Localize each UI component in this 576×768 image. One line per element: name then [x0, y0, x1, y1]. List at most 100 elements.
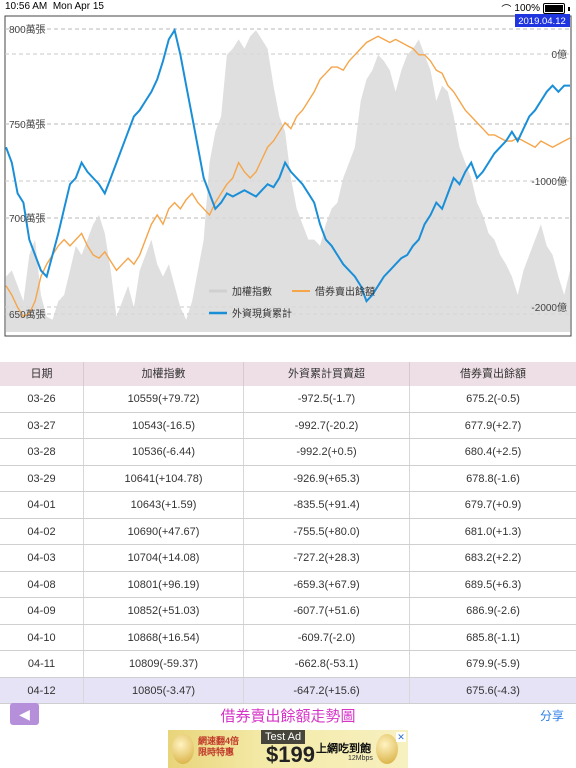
table-cell: -972.5(-1.7)	[244, 386, 410, 412]
table-cell: -647.2(+15.6)	[244, 677, 410, 703]
table-cell: -992.2(+0.5)	[244, 439, 410, 465]
table-cell: 04-03	[0, 545, 84, 571]
table-cell: -835.5(+91.4)	[244, 492, 410, 518]
table-cell: 04-08	[0, 571, 84, 597]
table-cell: -727.2(+28.3)	[244, 545, 410, 571]
table-cell: 10559(+79.72)	[84, 386, 244, 412]
header-date: 日期	[0, 362, 84, 386]
table-cell: 675.2(-0.5)	[466, 393, 520, 405]
left-tick-750: 750萬張	[9, 118, 46, 131]
legend-short-label: 借券賣出餘額	[315, 285, 375, 298]
ad-egg-image-right	[376, 734, 398, 764]
ad-price: $199	[266, 742, 315, 767]
ad-egg-image	[172, 734, 194, 764]
left-tick-800: 800萬張	[9, 23, 46, 36]
ad-banner[interactable]: 網速翻4倍 限時特惠 Test Ad $199 上網吃到飽 12Mbps ✕	[168, 730, 408, 768]
table-row[interactable]: 04-01 10643(+1.59) -835.5(+91.4) 679.7(+0.9…	[0, 492, 576, 519]
table-cell: 685.8(-1.1)	[466, 631, 520, 644]
table-cell: -662.8(-53.1)	[244, 651, 410, 677]
table-cell: 677.9(+2.7)	[464, 419, 522, 432]
table-row[interactable]: 04-08 10801(+96.19) -659.3(+67.9) 689.5(+6.…	[0, 571, 576, 598]
legend-foreign-label: 外資現貨累計	[232, 307, 292, 320]
series-index-area	[6, 30, 570, 332]
ad-right-text: 上網吃到飽	[316, 743, 371, 755]
table-cell: 680.4(+2.5)	[464, 446, 522, 458]
table-cell: 10805(-3.47)	[84, 677, 244, 703]
ad-close-icon[interactable]: ✕	[396, 732, 406, 742]
table-cell: 04-10	[0, 624, 84, 650]
series-foreign-line	[5, 27, 570, 304]
table-row[interactable]: 04-10 10868(+16.54) -609.7(-2.0) 685.8(-1.1…	[0, 624, 576, 651]
table-row[interactable]: 03-29 10641(+104.78) -926.9(+65.3) 678.8(-1…	[0, 465, 576, 492]
table-row[interactable]: 03-28 10536(-6.44) -992.2(+0.5) 680.4(+2.5)	[0, 439, 576, 466]
series-short-balance-line	[5, 35, 571, 318]
table-cell: 04-02	[0, 518, 84, 544]
ad-left-text: 網速翻4倍 限時特惠	[198, 736, 240, 757]
table-row[interactable]: 04-09 10852(+51.03) -607.7(+51.6) 686.9(-2.…	[0, 598, 576, 625]
battery-icon	[543, 3, 565, 14]
table-row[interactable]: 04-02 10690(+47.67) -755.5(+80.0) 681.0(+1.…	[0, 518, 576, 545]
table-cell: -926.9(+65.3)	[244, 465, 410, 491]
table-cell: 03-28	[0, 439, 84, 465]
table-cell: 10643(+1.59)	[84, 492, 244, 518]
table-header: 日期 加權指數 外資累計買賣超 借券賣出餘額	[0, 362, 576, 386]
wifi-icon: ⌒	[501, 5, 512, 16]
back-button[interactable]: ◀	[10, 703, 39, 725]
right-axis-labels: 0億 -1000億 -2000億	[531, 48, 567, 314]
table-cell: 683.2(+2.2)	[464, 552, 522, 564]
table-cell: 681.0(+1.3)	[464, 525, 522, 538]
status-right: ⌒ 100%	[501, 1, 570, 16]
bottom-bar: ◀ 借券賣出餘額走勢圖 分享	[0, 700, 576, 730]
chart-area[interactable]: 800萬張 750萬張 700萬張 650萬張 0億 -1000億 -2000億…	[0, 14, 576, 354]
table-cell: 10868(+16.54)	[84, 624, 244, 650]
table-row[interactable]: 04-03 10704(+14.08) -727.2(+28.3) 683.2(+2.…	[0, 545, 576, 572]
date-badge-text: 2019.04.12	[518, 16, 566, 27]
table-cell: 675.6(-4.3)	[466, 684, 520, 697]
table-cell: 10536(-6.44)	[84, 439, 244, 465]
table-cell: 04-01	[0, 492, 84, 518]
left-axis-labels: 800萬張 750萬張 700萬張 650萬張	[9, 23, 46, 321]
table-cell: 03-27	[0, 412, 84, 438]
table-row[interactable]: 03-26 10559(+79.72) -972.5(-1.7) 675.2(-0.5…	[0, 386, 576, 413]
data-table[interactable]: 03-26 10559(+79.72) -972.5(-1.7) 675.2(-0.5…	[0, 386, 576, 704]
table-cell: 03-29	[0, 465, 84, 491]
status-time: 10:56 AM Mon Apr 15	[5, 1, 104, 12]
table-cell: 10641(+104.78)	[84, 465, 244, 491]
trend-chart[interactable]: 800萬張 750萬張 700萬張 650萬張 0億 -1000億 -2000億…	[0, 14, 576, 354]
table-cell: 678.8(-1.6)	[466, 472, 520, 485]
share-button[interactable]: 分享	[539, 709, 564, 723]
header-short: 借券賣出餘額	[460, 368, 526, 380]
right-tick-2000: -2000億	[531, 301, 567, 314]
table-cell: 10852(+51.03)	[84, 598, 244, 624]
right-tick-0: 0億	[551, 48, 567, 61]
table-cell: 10704(+14.08)	[84, 545, 244, 571]
table-cell: -607.7(+51.6)	[244, 598, 410, 624]
ad-test-badge: Test Ad	[261, 730, 306, 744]
table-row[interactable]: 04-11 10809(-59.37) -662.8(-53.1) 679.9(-5.…	[0, 651, 576, 678]
legend-index-label: 加權指數	[232, 285, 272, 298]
table-cell: 04-12	[0, 677, 84, 703]
table-cell: -659.3(+67.9)	[244, 571, 410, 597]
table-cell: 10809(-59.37)	[84, 651, 244, 677]
date-badge	[515, 14, 570, 27]
table-cell: 679.7(+0.9)	[464, 499, 522, 511]
header-foreign: 外資累計買賣超	[244, 362, 410, 386]
table-cell: 10543(-16.5)	[84, 412, 244, 438]
table-row[interactable]: 03-27 10543(-16.5) -992.7(-20.2) 677.9(+2.7…	[0, 412, 576, 439]
page-title: 借券賣出餘額走勢圖	[220, 708, 356, 725]
right-tick-1000: -1000億	[531, 175, 567, 188]
battery-percent: 100%	[514, 3, 540, 14]
ad-speed-text: 12Mbps	[348, 755, 373, 762]
table-cell: -609.7(-2.0)	[244, 624, 410, 650]
left-tick-700: 700萬張	[9, 212, 46, 225]
table-cell: 679.9(-5.9)	[466, 658, 520, 670]
table-row[interactable]: 04-12 10805(-3.47) -647.2(+15.6) 675.6(-4.3…	[0, 677, 576, 704]
table-cell: 10690(+47.67)	[84, 518, 244, 544]
table-cell: 03-26	[0, 386, 84, 412]
table-cell: 04-09	[0, 598, 84, 624]
table-cell: -992.7(-20.2)	[244, 412, 410, 438]
status-bar: 10:56 AM Mon Apr 15 ⌒ 100%	[0, 0, 576, 16]
back-arrow-icon: ◀	[19, 705, 30, 722]
chart-legend: 加權指數 借券賣出餘額 外資現貨累計	[209, 285, 375, 320]
table-cell: 04-11	[0, 651, 84, 677]
